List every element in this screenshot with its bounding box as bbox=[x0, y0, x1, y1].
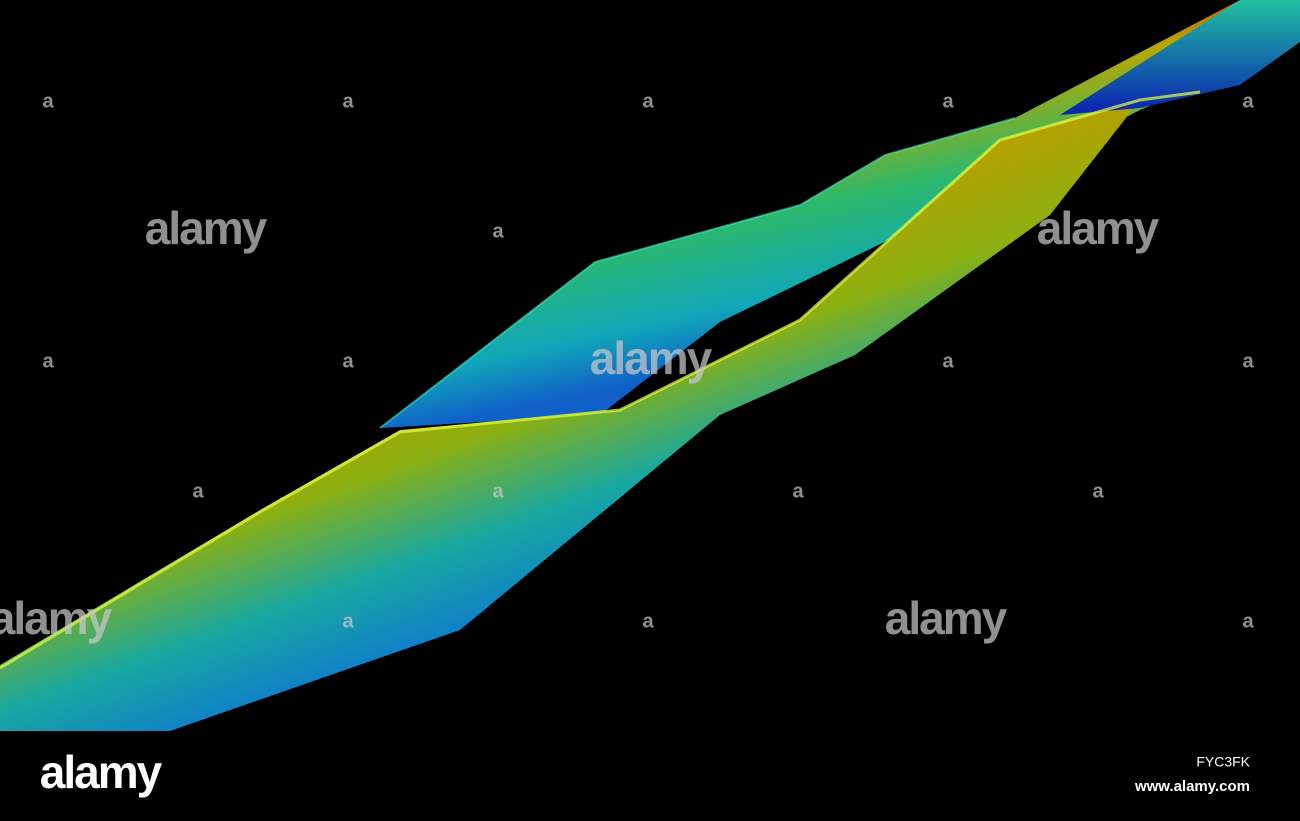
watermark-mark: a bbox=[942, 350, 954, 372]
watermark-mark: a bbox=[1092, 480, 1104, 502]
watermark: alamy bbox=[885, 592, 1008, 644]
ribbon-back bbox=[380, 0, 1300, 428]
watermark-mark: a bbox=[1242, 350, 1254, 372]
watermark-mark: a bbox=[342, 90, 354, 112]
watermark-mark: a bbox=[492, 220, 504, 242]
watermark-mark: a bbox=[492, 480, 504, 502]
watermark: alamy bbox=[0, 592, 113, 644]
watermark-mark: a bbox=[792, 480, 804, 502]
site-url: www.alamy.com bbox=[1134, 778, 1250, 795]
watermark-mark: a bbox=[192, 480, 204, 502]
ribbon-tip bbox=[1060, 0, 1300, 115]
watermark-mark: a bbox=[1242, 610, 1254, 632]
watermark: alamy bbox=[1037, 202, 1160, 254]
watermark: alamy bbox=[145, 202, 268, 254]
watermark: alamy bbox=[590, 332, 713, 384]
watermark-mark: a bbox=[1242, 90, 1254, 112]
watermark-mark: a bbox=[42, 350, 54, 372]
watermarks: alamy alamy alamy alamy alamy a a a a a a a a a a a a a a a… bbox=[0, 90, 1254, 644]
watermark-mark: a bbox=[342, 610, 354, 632]
ribbon-edge bbox=[379, 117, 1016, 429]
watermark-mark: a bbox=[342, 350, 354, 372]
footer-logo: alamy bbox=[40, 746, 163, 798]
watermark-mark: a bbox=[942, 90, 954, 112]
watermark-mark: a bbox=[642, 90, 654, 112]
watermark-mark: a bbox=[642, 610, 654, 632]
watermark-mark: a bbox=[42, 90, 54, 112]
image-id: FYC3FK bbox=[1196, 754, 1250, 770]
ribbon-crest bbox=[0, 90, 1201, 670]
